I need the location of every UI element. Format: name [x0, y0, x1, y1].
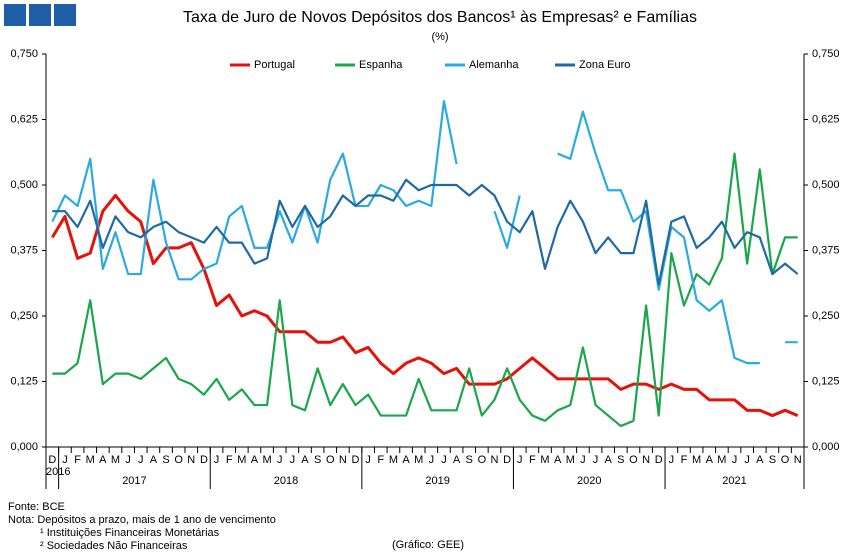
x-tick-label: M	[717, 454, 726, 466]
x-tick-label: S	[314, 454, 321, 466]
x-tick-label: S	[162, 454, 169, 466]
x-tick-label: F	[377, 454, 384, 466]
x-tick-label: F	[529, 454, 536, 466]
x-tick-label: N	[794, 454, 802, 466]
x-tick-label: J	[429, 454, 435, 466]
legend-label: Espanha	[359, 59, 403, 71]
x-tick-label: J	[669, 454, 675, 466]
footnote: ¹ Instituições Financeiras Monetárias	[40, 527, 220, 539]
y-tick-label: 0,125	[10, 375, 38, 387]
x-tick-label: J	[580, 454, 586, 466]
x-tick-label: J	[125, 454, 131, 466]
year-label: 2017	[122, 475, 146, 487]
x-tick-label: O	[326, 454, 335, 466]
legend-label: Portugal	[254, 59, 295, 71]
year-label: 2018	[274, 475, 298, 487]
year-label: 2019	[425, 475, 449, 487]
x-tick-label: F	[681, 454, 688, 466]
x-tick-label: A	[605, 454, 613, 466]
x-tick-label: A	[402, 454, 410, 466]
legend-label: Zona Euro	[579, 59, 630, 71]
note: Nota: Depósitos a prazo, mais de 1 ano d…	[8, 514, 276, 526]
x-tick-label: A	[251, 454, 259, 466]
x-tick-label: D	[655, 454, 663, 466]
x-tick-label: D	[200, 454, 208, 466]
chart-subtitle: (%)	[431, 31, 448, 43]
x-tick-label: J	[732, 454, 738, 466]
y2-tick-label: 0,375	[812, 244, 840, 256]
y2-tick-label: 0,125	[812, 375, 840, 387]
series-line	[52, 178, 799, 286]
x-tick-label: D	[352, 454, 360, 466]
x-tick-label: A	[756, 454, 764, 466]
y2-tick-label: 0,250	[812, 310, 840, 322]
footnote: ² Sociedades Não Financeiras	[40, 540, 188, 552]
y-tick-label: 0,625	[10, 113, 38, 125]
legend-label: Alemanha	[469, 59, 519, 71]
logo-square	[4, 4, 26, 26]
x-tick-label: F	[74, 454, 81, 466]
x-tick-label: M	[237, 454, 246, 466]
x-tick-label: N	[339, 454, 347, 466]
x-tick-label: A	[99, 454, 107, 466]
x-tick-label: D	[48, 454, 56, 466]
x-tick-label: M	[692, 454, 701, 466]
y2-tick-label: 0,750	[812, 48, 840, 60]
x-tick-label: D	[503, 454, 511, 466]
y-tick-label: 0,250	[10, 310, 38, 322]
x-tick-label: M	[414, 454, 423, 466]
series-line	[51, 193, 799, 418]
x-tick-label: A	[554, 454, 562, 466]
x-tick-label: J	[62, 454, 68, 466]
y-tick-label: 0,500	[10, 179, 38, 191]
credit: (Gráfico: GEE)	[392, 539, 464, 551]
y-tick-label: 0,750	[10, 48, 38, 60]
x-tick-label: S	[466, 454, 473, 466]
x-tick-label: S	[617, 454, 624, 466]
x-tick-label: F	[226, 454, 233, 466]
x-tick-label: M	[262, 454, 271, 466]
x-tick-label: A	[706, 454, 714, 466]
x-tick-label: A	[301, 454, 309, 466]
logo-square	[29, 4, 51, 26]
x-tick-label: O	[781, 454, 790, 466]
x-tick-label: J	[277, 454, 283, 466]
x-tick-label: J	[214, 454, 220, 466]
x-tick-label: N	[187, 454, 195, 466]
x-tick-label: J	[593, 454, 599, 466]
x-tick-label: M	[389, 454, 398, 466]
x-tick-label: J	[290, 454, 296, 466]
x-tick-label: J	[138, 454, 144, 466]
x-tick-label: M	[86, 454, 95, 466]
y2-tick-label: 0,625	[812, 113, 840, 125]
x-tick-label: M	[566, 454, 575, 466]
x-tick-label: S	[769, 454, 776, 466]
x-tick-label: O	[629, 454, 638, 466]
x-tick-label: A	[150, 454, 158, 466]
x-tick-label: J	[365, 454, 371, 466]
series-line	[51, 100, 798, 365]
x-tick-label: J	[441, 454, 447, 466]
y2-tick-label: 0,000	[812, 441, 840, 453]
logo-square	[54, 4, 76, 26]
series-line	[52, 152, 798, 428]
x-tick-label: M	[540, 454, 549, 466]
source: Fonte: BCE	[8, 501, 65, 513]
y-tick-label: 0,375	[10, 244, 38, 256]
x-tick-label: M	[111, 454, 120, 466]
x-tick-label: N	[642, 454, 650, 466]
x-tick-label: O	[478, 454, 487, 466]
chart-title: Taxa de Juro de Novos Depósitos dos Banc…	[183, 9, 697, 26]
year-label: 2021	[722, 475, 746, 487]
x-tick-label: J	[517, 454, 523, 466]
year-label: 2020	[577, 475, 601, 487]
x-tick-label: O	[174, 454, 183, 466]
x-tick-label: A	[453, 454, 461, 466]
x-tick-label: J	[744, 454, 750, 466]
x-tick-label: N	[491, 454, 499, 466]
y2-tick-label: 0,500	[812, 179, 840, 191]
y-tick-label: 0,000	[10, 441, 38, 453]
